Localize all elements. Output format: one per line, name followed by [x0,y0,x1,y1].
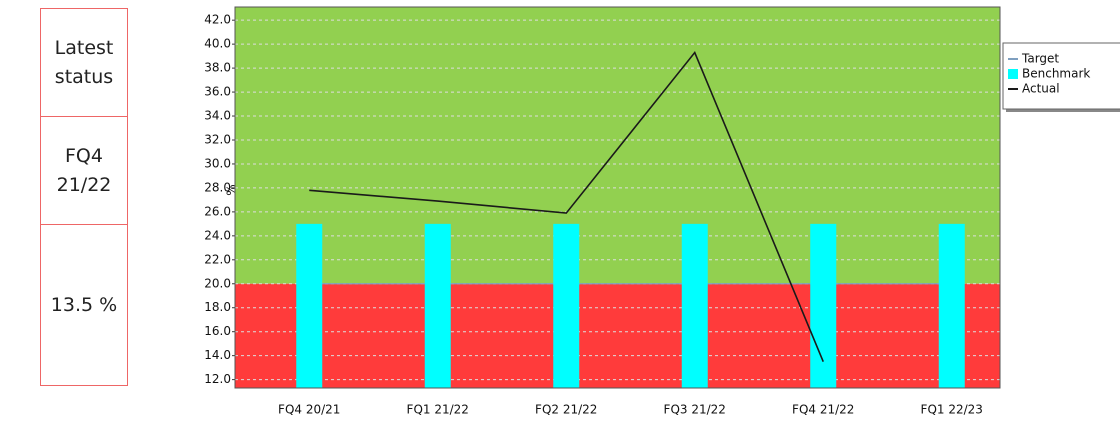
x-tick-label: FQ4 21/22 [792,403,854,417]
actual-line [309,50,824,362]
y-tick-label: 28.0 [204,180,231,194]
legend-label: Target [1021,52,1059,66]
legend-label: Actual [1022,82,1060,96]
status-value: 13.5 % [40,224,128,386]
status-label: Latest status [40,8,128,117]
y-tick-label: 40.0 [204,37,231,51]
legend-box [1002,42,1120,110]
y-tick-label: 24.0 [204,228,231,242]
plot-frame [234,6,1001,389]
y-tick-label: 34.0 [204,109,231,123]
y-tick-label: 16.0 [204,324,231,338]
x-tick-label: FQ3 21/22 [664,403,726,417]
y-tick-label: 14.0 [204,348,231,362]
y-tick-label: 36.0 [204,85,231,99]
y-axis-label: % [225,184,239,195]
above-target-zone [235,7,1000,284]
legend-label: Benchmark [1022,67,1090,81]
benchmark-bar [296,223,323,388]
x-tick-label: FQ4 20/21 [278,403,340,417]
below-target-zone [235,283,1000,388]
benchmark-bar [424,223,451,388]
benchmark-bar [938,223,965,388]
x-tick-label: FQ1 21/22 [407,403,469,417]
y-tick-label: 26.0 [204,204,231,218]
x-tick-label: FQ2 21/22 [535,403,597,417]
legend-swatch [1008,69,1018,79]
y-tick-label: 32.0 [204,132,231,146]
y-tick-label: 20.0 [204,276,231,290]
y-tick-label: 18.0 [204,300,231,314]
benchmark-bar [553,223,580,388]
y-tick-label: 38.0 [204,61,231,75]
y-tick-label: 12.0 [204,372,231,386]
y-tick-label: 22.0 [204,252,231,266]
y-tick-label: 30.0 [204,156,231,170]
benchmark-bar [681,223,708,388]
y-tick-label: 42.0 [204,13,231,27]
x-tick-label: FQ1 22/23 [921,403,983,417]
benchmark-bar [810,223,837,388]
